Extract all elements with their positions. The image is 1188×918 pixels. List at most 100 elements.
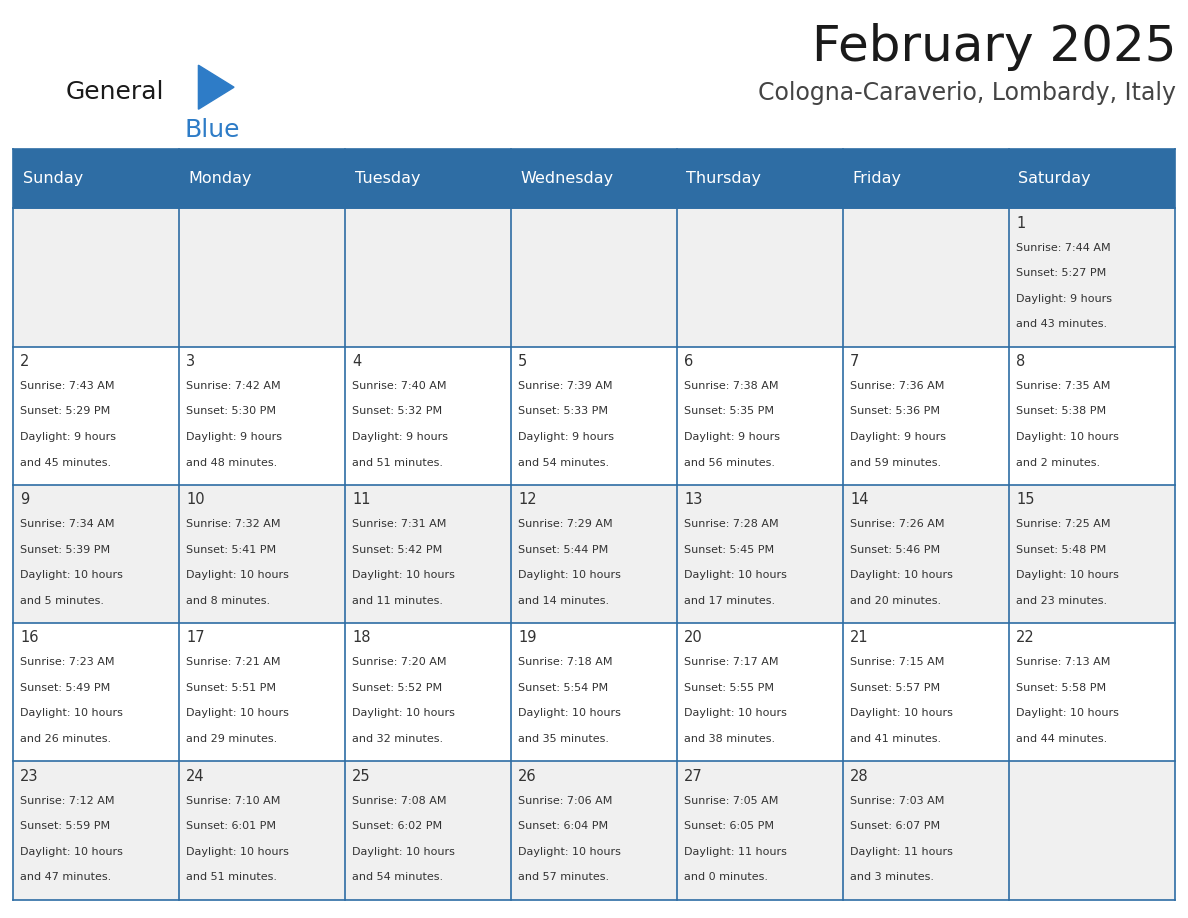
Text: and 26 minutes.: and 26 minutes.: [20, 734, 112, 744]
Text: and 20 minutes.: and 20 minutes.: [851, 596, 941, 606]
Text: Daylight: 10 hours: Daylight: 10 hours: [684, 570, 786, 580]
Text: 19: 19: [518, 631, 537, 645]
Text: Sunrise: 7:15 AM: Sunrise: 7:15 AM: [851, 657, 944, 667]
Text: Daylight: 10 hours: Daylight: 10 hours: [352, 570, 455, 580]
Text: Sunset: 5:58 PM: Sunset: 5:58 PM: [1016, 683, 1106, 693]
Text: Daylight: 10 hours: Daylight: 10 hours: [518, 709, 621, 719]
Text: Daylight: 10 hours: Daylight: 10 hours: [1016, 432, 1119, 442]
Text: Sunrise: 7:03 AM: Sunrise: 7:03 AM: [851, 796, 944, 806]
Text: 11: 11: [352, 492, 371, 508]
Text: Daylight: 9 hours: Daylight: 9 hours: [518, 432, 614, 442]
Text: and 3 minutes.: and 3 minutes.: [851, 872, 934, 882]
Text: Sunrise: 7:25 AM: Sunrise: 7:25 AM: [1016, 519, 1111, 529]
Text: 17: 17: [187, 631, 204, 645]
Text: 10: 10: [187, 492, 204, 508]
Text: 9: 9: [20, 492, 30, 508]
Text: and 57 minutes.: and 57 minutes.: [518, 872, 609, 882]
Text: Daylight: 10 hours: Daylight: 10 hours: [352, 709, 455, 719]
Text: Sunset: 5:52 PM: Sunset: 5:52 PM: [352, 683, 442, 693]
Text: Sunset: 5:48 PM: Sunset: 5:48 PM: [1016, 544, 1106, 554]
Text: Sunrise: 7:32 AM: Sunrise: 7:32 AM: [187, 519, 280, 529]
Text: Sunset: 5:59 PM: Sunset: 5:59 PM: [20, 822, 110, 831]
Text: Daylight: 10 hours: Daylight: 10 hours: [20, 570, 124, 580]
Text: and 54 minutes.: and 54 minutes.: [518, 457, 609, 467]
Text: 15: 15: [1016, 492, 1035, 508]
Text: and 32 minutes.: and 32 minutes.: [352, 734, 443, 744]
Text: Daylight: 10 hours: Daylight: 10 hours: [187, 709, 289, 719]
Text: Sunset: 5:45 PM: Sunset: 5:45 PM: [684, 544, 775, 554]
Text: Daylight: 9 hours: Daylight: 9 hours: [352, 432, 448, 442]
Text: 4: 4: [352, 354, 361, 369]
Text: 23: 23: [20, 768, 39, 784]
Text: 2: 2: [20, 354, 30, 369]
Text: 28: 28: [851, 768, 868, 784]
Text: 1: 1: [1016, 216, 1025, 230]
Text: Sunrise: 7:05 AM: Sunrise: 7:05 AM: [684, 796, 778, 806]
Text: Daylight: 11 hours: Daylight: 11 hours: [684, 846, 786, 856]
Text: 24: 24: [187, 768, 204, 784]
Text: Monday: Monday: [189, 171, 252, 186]
Text: Sunrise: 7:20 AM: Sunrise: 7:20 AM: [352, 657, 447, 667]
Text: 16: 16: [20, 631, 39, 645]
Bar: [13, 761, 1175, 900]
Text: and 11 minutes.: and 11 minutes.: [352, 596, 443, 606]
Text: and 38 minutes.: and 38 minutes.: [684, 734, 776, 744]
Text: Sunset: 5:55 PM: Sunset: 5:55 PM: [684, 683, 775, 693]
Text: Friday: Friday: [853, 171, 902, 186]
Text: and 17 minutes.: and 17 minutes.: [684, 596, 776, 606]
Text: and 48 minutes.: and 48 minutes.: [187, 457, 278, 467]
Text: Sunrise: 7:23 AM: Sunrise: 7:23 AM: [20, 657, 115, 667]
Text: Sunrise: 7:44 AM: Sunrise: 7:44 AM: [1016, 242, 1111, 252]
Text: 7: 7: [851, 354, 859, 369]
Text: 20: 20: [684, 631, 703, 645]
Text: and 51 minutes.: and 51 minutes.: [352, 457, 443, 467]
Text: and 35 minutes.: and 35 minutes.: [518, 734, 609, 744]
Text: Daylight: 10 hours: Daylight: 10 hours: [187, 846, 289, 856]
Text: and 45 minutes.: and 45 minutes.: [20, 457, 112, 467]
Text: 14: 14: [851, 492, 868, 508]
Text: 5: 5: [518, 354, 527, 369]
Text: Sunset: 5:46 PM: Sunset: 5:46 PM: [851, 544, 940, 554]
Text: Sunset: 6:02 PM: Sunset: 6:02 PM: [352, 822, 442, 831]
Text: Sunset: 5:49 PM: Sunset: 5:49 PM: [20, 683, 110, 693]
Bar: [13, 623, 1175, 761]
Text: Sunset: 6:05 PM: Sunset: 6:05 PM: [684, 822, 775, 831]
Text: Sunrise: 7:18 AM: Sunrise: 7:18 AM: [518, 657, 613, 667]
Text: Daylight: 11 hours: Daylight: 11 hours: [851, 846, 953, 856]
Text: 8: 8: [1016, 354, 1025, 369]
Text: 6: 6: [684, 354, 694, 369]
Text: Tuesday: Tuesday: [354, 171, 421, 186]
Text: and 0 minutes.: and 0 minutes.: [684, 872, 769, 882]
Polygon shape: [198, 65, 234, 109]
Text: Sunrise: 7:29 AM: Sunrise: 7:29 AM: [518, 519, 613, 529]
Text: Daylight: 10 hours: Daylight: 10 hours: [851, 570, 953, 580]
Bar: [13, 347, 1175, 485]
Text: and 47 minutes.: and 47 minutes.: [20, 872, 112, 882]
Text: Sunset: 6:04 PM: Sunset: 6:04 PM: [518, 822, 608, 831]
Text: Sunrise: 7:35 AM: Sunrise: 7:35 AM: [1016, 381, 1111, 391]
Text: Cologna-Caraverio, Lombardy, Italy: Cologna-Caraverio, Lombardy, Italy: [758, 81, 1176, 105]
Text: Sunrise: 7:42 AM: Sunrise: 7:42 AM: [187, 381, 280, 391]
Text: Daylight: 9 hours: Daylight: 9 hours: [684, 432, 781, 442]
Text: 12: 12: [518, 492, 537, 508]
Text: and 8 minutes.: and 8 minutes.: [187, 596, 271, 606]
Text: Sunday: Sunday: [23, 171, 83, 186]
Text: and 41 minutes.: and 41 minutes.: [851, 734, 941, 744]
Text: Sunset: 5:57 PM: Sunset: 5:57 PM: [851, 683, 940, 693]
Text: 18: 18: [352, 631, 371, 645]
Text: Saturday: Saturday: [1018, 171, 1091, 186]
Text: 13: 13: [684, 492, 702, 508]
Text: Sunrise: 7:28 AM: Sunrise: 7:28 AM: [684, 519, 779, 529]
Text: Sunset: 5:51 PM: Sunset: 5:51 PM: [187, 683, 276, 693]
Text: Sunset: 5:38 PM: Sunset: 5:38 PM: [1016, 407, 1106, 417]
Text: Thursday: Thursday: [687, 171, 762, 186]
Text: Sunset: 5:41 PM: Sunset: 5:41 PM: [187, 544, 277, 554]
Text: Daylight: 10 hours: Daylight: 10 hours: [1016, 570, 1119, 580]
Text: and 56 minutes.: and 56 minutes.: [684, 457, 775, 467]
Text: Sunset: 5:29 PM: Sunset: 5:29 PM: [20, 407, 110, 417]
Text: Sunset: 5:35 PM: Sunset: 5:35 PM: [684, 407, 775, 417]
Text: and 29 minutes.: and 29 minutes.: [187, 734, 278, 744]
Text: and 43 minutes.: and 43 minutes.: [1016, 319, 1107, 330]
Text: Sunrise: 7:21 AM: Sunrise: 7:21 AM: [187, 657, 280, 667]
Text: Sunrise: 7:08 AM: Sunrise: 7:08 AM: [352, 796, 447, 806]
